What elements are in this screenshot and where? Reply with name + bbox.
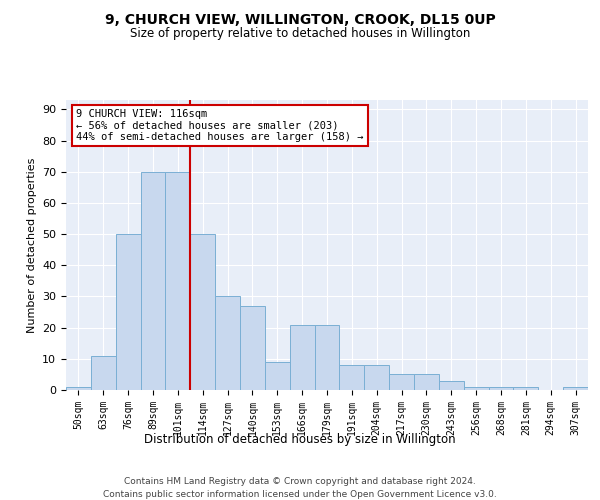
Text: Contains public sector information licensed under the Open Government Licence v3: Contains public sector information licen… bbox=[103, 490, 497, 499]
Text: Contains HM Land Registry data © Crown copyright and database right 2024.: Contains HM Land Registry data © Crown c… bbox=[124, 478, 476, 486]
Bar bbox=[439, 380, 464, 390]
Bar bbox=[464, 387, 488, 390]
Text: 9, CHURCH VIEW, WILLINGTON, CROOK, DL15 0UP: 9, CHURCH VIEW, WILLINGTON, CROOK, DL15 … bbox=[104, 12, 496, 26]
Bar bbox=[66, 387, 91, 390]
Bar bbox=[340, 365, 364, 390]
Text: 9 CHURCH VIEW: 116sqm
← 56% of detached houses are smaller (203)
44% of semi-det: 9 CHURCH VIEW: 116sqm ← 56% of detached … bbox=[76, 108, 364, 142]
Bar bbox=[488, 387, 514, 390]
Bar bbox=[116, 234, 140, 390]
Y-axis label: Number of detached properties: Number of detached properties bbox=[26, 158, 37, 332]
Text: Distribution of detached houses by size in Willington: Distribution of detached houses by size … bbox=[144, 432, 456, 446]
Bar bbox=[563, 387, 588, 390]
Bar bbox=[140, 172, 166, 390]
Bar bbox=[514, 387, 538, 390]
Bar bbox=[290, 324, 314, 390]
Bar bbox=[240, 306, 265, 390]
Bar bbox=[265, 362, 290, 390]
Bar bbox=[166, 172, 190, 390]
Bar bbox=[364, 365, 389, 390]
Bar bbox=[314, 324, 340, 390]
Bar bbox=[414, 374, 439, 390]
Bar bbox=[91, 356, 116, 390]
Bar bbox=[190, 234, 215, 390]
Text: Size of property relative to detached houses in Willington: Size of property relative to detached ho… bbox=[130, 28, 470, 40]
Bar bbox=[215, 296, 240, 390]
Bar bbox=[389, 374, 414, 390]
